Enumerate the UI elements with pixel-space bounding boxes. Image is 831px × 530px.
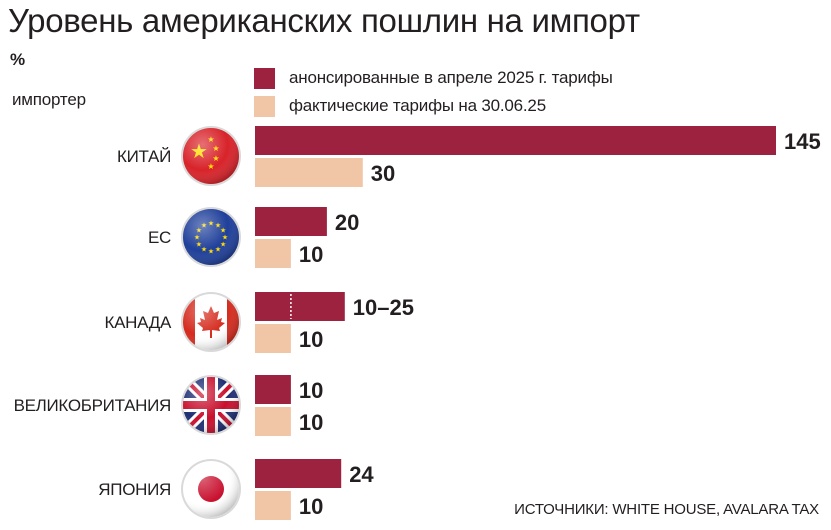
uk-flag-icon	[181, 375, 241, 435]
category-axis-label: импортер	[12, 90, 86, 109]
value-label-announced-uk: 10	[299, 378, 323, 403]
bar-announced-japan	[255, 459, 342, 488]
chart-title: Уровень американских пошлин на импорт	[8, 2, 640, 39]
value-label-actual-uk: 10	[299, 410, 323, 435]
value-label-announced-china: 145	[784, 129, 821, 154]
bar-actual-japan	[255, 491, 291, 520]
legend-label-announced: анонсированные в апреле 2025 г. тарифы	[289, 68, 613, 87]
value-label-actual-eu: 10	[299, 242, 323, 267]
bar-actual-eu	[255, 239, 291, 268]
japan-flag-icon	[181, 459, 241, 519]
legend-label-actual: фактические тарифы на 30.06.25	[289, 96, 546, 115]
value-label-announced-eu: 20	[335, 210, 359, 235]
legend-swatch-actual	[254, 95, 275, 117]
unit-label: %	[10, 50, 26, 69]
bar-announced-eu	[255, 207, 327, 236]
value-label-actual-canada: 10	[299, 327, 323, 352]
bar-actual-china	[255, 158, 363, 187]
bar-actual-canada	[255, 324, 291, 353]
category-label-canada: КАНАДА	[105, 313, 172, 332]
source-note: ИСТОЧНИКИ: WHITE HOUSE, AVALARA TAX	[514, 501, 819, 518]
value-label-actual-china: 30	[371, 161, 395, 186]
canada-flag-icon	[181, 292, 241, 352]
legend-swatch-announced	[254, 67, 275, 89]
category-label-china: КИТАЙ	[117, 147, 171, 166]
legend: анонсированные в апреле 2025 г. тарифы ф…	[254, 64, 613, 120]
bar-announced-canada	[255, 292, 345, 321]
value-label-actual-japan: 10	[299, 494, 323, 519]
bar-actual-uk	[255, 407, 291, 436]
category-label-japan: ЯПОНИЯ	[98, 480, 171, 499]
category-label-eu: ЕС	[148, 228, 171, 247]
value-label-announced-japan: 24	[349, 462, 374, 487]
bar-announced-china	[255, 126, 776, 155]
china-flag-icon: ★ ★ ★ ★ ★	[181, 126, 241, 186]
category-label-uk: ВЕЛИКОБРИТАНИЯ	[14, 396, 171, 415]
eu-flag-icon: ★★★★★★★★★★★★	[181, 207, 241, 267]
bar-announced-uk	[255, 375, 291, 404]
value-label-announced-canada: 10–25	[353, 295, 414, 320]
legend-item-announced: анонсированные в апреле 2025 г. тарифы	[254, 64, 613, 92]
legend-item-actual: фактические тарифы на 30.06.25	[254, 92, 613, 120]
